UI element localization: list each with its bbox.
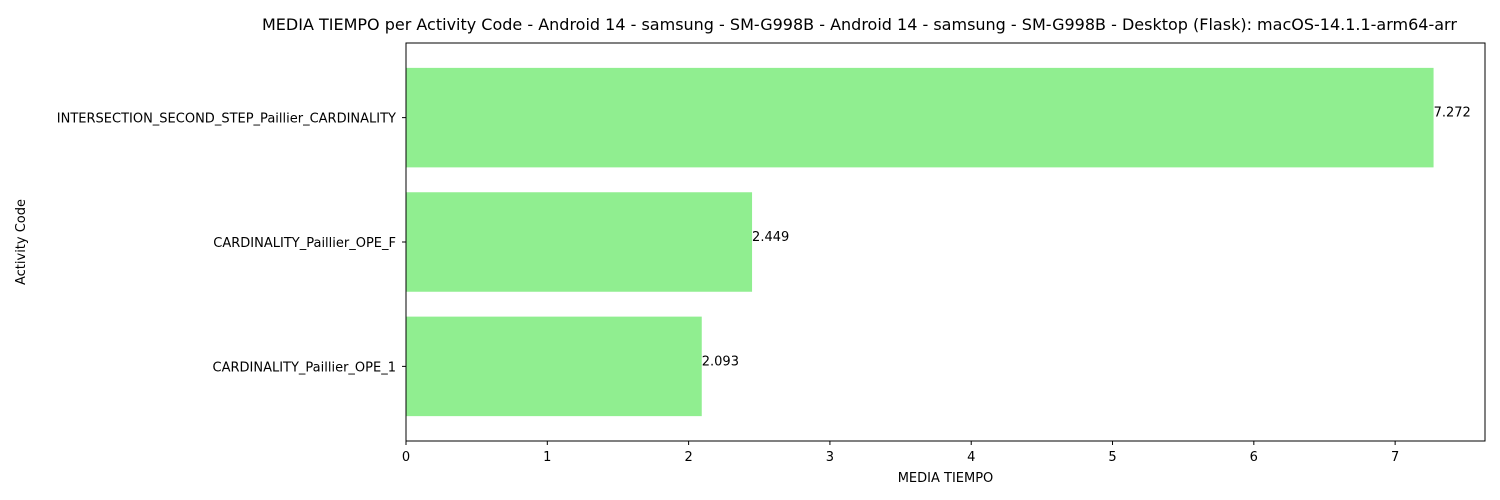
x-axis-ticks: 0 1 2 3 4 5 6 7: [402, 441, 1399, 465]
bars-group: [406, 67, 1434, 417]
x-tick-label: 3: [826, 450, 834, 465]
y-axis-ticks: INTERSECTION_SECOND_STEP_Paillier_CARDIN…: [57, 112, 406, 375]
bar: [406, 192, 753, 292]
plot-area-frame: [405, 42, 1486, 442]
x-tick-label: 2: [684, 450, 692, 465]
bar-value-label: 2.449: [752, 230, 789, 245]
bar: [406, 67, 1434, 168]
chart-title: MEDIA TIEMPO per Activity Code - Android…: [262, 15, 1457, 34]
y-axis-label: Activity Code: [14, 199, 29, 285]
x-tick-label: 1: [543, 450, 551, 465]
x-tick-label: 7: [1391, 450, 1399, 465]
bar-value-label: 7.272: [1434, 106, 1471, 121]
value-labels-group: 7.272 2.449 2.093: [702, 106, 1471, 370]
x-tick-label: 5: [1108, 450, 1116, 465]
x-axis-label: MEDIA TIEMPO: [898, 471, 994, 486]
y-tick-label: CARDINALITY_Paillier_OPE_F: [213, 236, 396, 251]
bar: [406, 316, 702, 417]
x-tick-label: 4: [967, 450, 975, 465]
x-tick-label: 0: [402, 450, 410, 465]
y-tick-label: CARDINALITY_Paillier_OPE_1: [213, 360, 397, 375]
bar-value-label: 2.093: [702, 354, 739, 369]
y-tick-label: INTERSECTION_SECOND_STEP_Paillier_CARDIN…: [57, 112, 396, 127]
x-tick-label: 6: [1250, 450, 1258, 465]
